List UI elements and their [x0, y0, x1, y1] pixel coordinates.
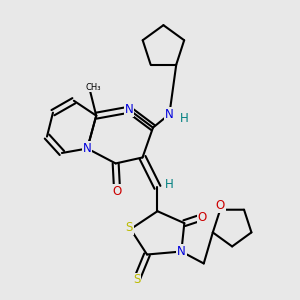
Text: S: S — [125, 221, 133, 234]
Text: N: N — [177, 245, 186, 258]
Text: H: H — [165, 178, 174, 191]
Text: O: O — [198, 211, 207, 224]
Text: N: N — [125, 103, 134, 116]
Text: O: O — [112, 185, 122, 198]
Text: S: S — [133, 273, 140, 286]
Text: N: N — [83, 142, 92, 155]
Text: O: O — [215, 199, 225, 212]
Text: H: H — [180, 112, 189, 125]
Text: N: N — [165, 108, 174, 121]
Text: CH₃: CH₃ — [85, 83, 101, 92]
